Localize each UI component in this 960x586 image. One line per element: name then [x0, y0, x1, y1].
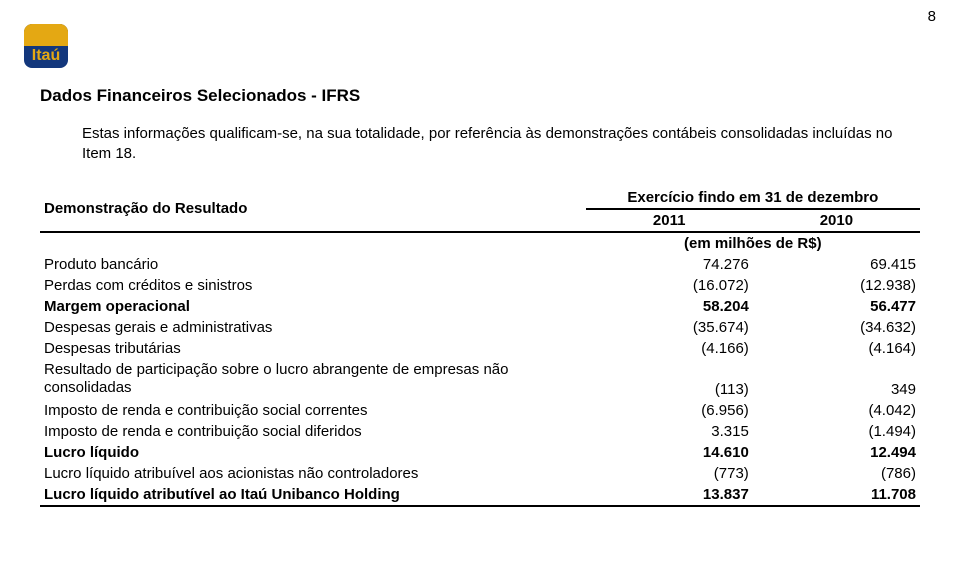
row-value-y1: 13.837 — [586, 484, 753, 506]
row-label: Despesas tributárias — [40, 338, 586, 359]
section-title: Dados Financeiros Selecionados - IFRS — [40, 86, 920, 106]
table-caption: Demonstração do Resultado — [40, 187, 586, 232]
table-row: Produto bancário74.27669.415 — [40, 254, 920, 275]
row-value-y2: (12.938) — [753, 275, 920, 296]
row-value-y2: 11.708 — [753, 484, 920, 506]
row-value-y1: (35.674) — [586, 317, 753, 338]
table-row: Despesas tributárias(4.166)(4.164) — [40, 338, 920, 359]
row-value-y1: (16.072) — [586, 275, 753, 296]
table-row: Imposto de renda e contribuição social d… — [40, 421, 920, 442]
table-header-units: (em milhões de R$) — [586, 232, 920, 254]
table-row: Lucro líquido atributível ao Itaú Uniban… — [40, 484, 920, 506]
table-row: Perdas com créditos e sinistros(16.072)(… — [40, 275, 920, 296]
table-row: Lucro líquido14.61012.494 — [40, 442, 920, 463]
table-row: Lucro líquido atribuível aos acionistas … — [40, 463, 920, 484]
row-value-y1: 3.315 — [586, 421, 753, 442]
row-value-y1: 74.276 — [586, 254, 753, 275]
logo-itau: Itaú — [24, 24, 96, 68]
row-value-y2: (1.494) — [753, 421, 920, 442]
row-value-y1: (6.956) — [586, 400, 753, 421]
row-label: Margem operacional — [40, 296, 586, 317]
row-value-y1: (113) — [586, 359, 753, 401]
row-label: Lucro líquido atribuível aos acionistas … — [40, 463, 586, 484]
row-value-y2: (4.164) — [753, 338, 920, 359]
page-number: 8 — [928, 8, 936, 25]
table-header-year1: 2011 — [586, 209, 753, 232]
row-label: Perdas com créditos e sinistros — [40, 275, 586, 296]
row-label: Imposto de renda e contribuição social c… — [40, 400, 586, 421]
intro-paragraph: Estas informações qualificam-se, na sua … — [40, 124, 920, 165]
table-row: Despesas gerais e administrativas(35.674… — [40, 317, 920, 338]
row-value-y1: (773) — [586, 463, 753, 484]
row-value-y1: (4.166) — [586, 338, 753, 359]
svg-text:Itaú: Itaú — [32, 47, 60, 64]
content-area: Dados Financeiros Selecionados - IFRS Es… — [40, 86, 920, 507]
row-label: Lucro líquido — [40, 442, 586, 463]
table-row: Imposto de renda e contribuição social c… — [40, 400, 920, 421]
row-label: Despesas gerais e administrativas — [40, 317, 586, 338]
table-row: Margem operacional58.20456.477 — [40, 296, 920, 317]
row-value-y2: (34.632) — [753, 317, 920, 338]
financial-table: Demonstração do Resultado Exercício find… — [40, 187, 920, 508]
row-value-y2: (4.042) — [753, 400, 920, 421]
row-label: Produto bancário — [40, 254, 586, 275]
row-value-y2: 12.494 — [753, 442, 920, 463]
table-header-year2: 2010 — [753, 209, 920, 232]
row-value-y1: 58.204 — [586, 296, 753, 317]
row-value-y2: 69.415 — [753, 254, 920, 275]
row-value-y1: 14.610 — [586, 442, 753, 463]
row-label: Resultado de participação sobre o lucro … — [40, 359, 586, 401]
row-label: Imposto de renda e contribuição social d… — [40, 421, 586, 442]
row-value-y2: 56.477 — [753, 296, 920, 317]
table-header-period: Exercício findo em 31 de dezembro — [586, 187, 920, 209]
row-label: Lucro líquido atributível ao Itaú Uniban… — [40, 484, 586, 506]
row-value-y2: 349 — [753, 359, 920, 401]
table-row: Resultado de participação sobre o lucro … — [40, 359, 920, 401]
row-value-y2: (786) — [753, 463, 920, 484]
